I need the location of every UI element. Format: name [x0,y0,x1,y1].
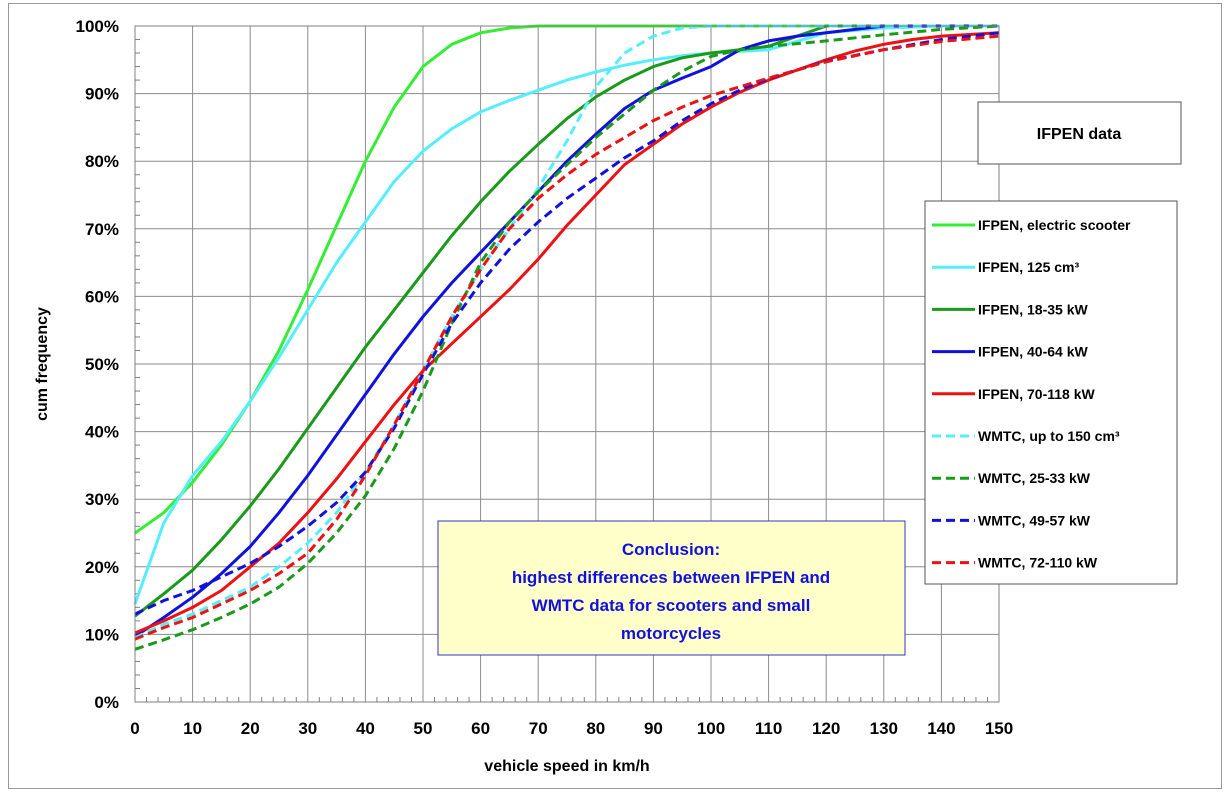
conclusion-line-3: motorcycles [621,624,721,643]
x-tick-label: 20 [241,719,260,738]
x-tick-label: 0 [130,719,139,738]
series-lines [133,24,1000,651]
x-tick-label: 100 [697,719,725,738]
conclusion-line-2: WMTC data for scooters and small [532,596,811,615]
x-tick-label: 60 [471,719,490,738]
y-tick-labels: 0% 10% 20% 30% 40% 50% 60% 70% 80% 90% 100% [76,17,119,712]
y-tick-label: 30% [85,490,119,509]
x-tick-label: 110 [755,719,782,738]
y-tick-label: 60% [85,287,119,306]
legend-label: IFPEN, 40-64 kW [978,344,1088,360]
legend-label: WMTC, up to 150 cm³ [978,428,1120,444]
x-tick-label: 150 [985,719,1013,738]
legend-label: WMTC, 49-57 kW [978,512,1091,528]
x-tick-label: 80 [586,719,605,738]
conclusion-line-1: highest differences between IFPEN and [512,568,830,587]
y-tick-label: 100% [76,17,119,36]
y-tick-label: 0% [94,693,119,712]
x-axis-title: vehicle speed in km/h [484,758,649,775]
series-line-2 [134,24,999,618]
legend-label: IFPEN, 125 cm³ [978,259,1079,275]
y-tick-label: 50% [85,355,119,374]
series-line-1 [133,24,999,605]
y-tick-label: 90% [85,85,119,104]
x-tick-label: 30 [298,719,317,738]
x-tick-label: 130 [870,719,898,738]
y-axis-title: cum frequency [34,307,51,421]
series-line-6 [134,24,1000,651]
y-tick-label: 80% [85,152,119,171]
y-tick-label: 40% [85,423,119,442]
conclusion-title: Conclusion: [622,540,720,559]
x-tick-label: 90 [644,719,663,738]
x-tick-labels: 0 10 20 30 40 50 60 70 80 90 100 110 120 130 140 150 [130,719,1013,738]
legend-label: IFPEN, electric scooter [978,217,1131,233]
x-tick-label: 40 [356,719,375,738]
minor-ticks [135,39,988,702]
series-line-8 [134,34,1000,641]
info-box-text: IFPEN data [1037,126,1122,143]
series-line-4 [134,31,1000,635]
x-tick-label: 70 [529,719,548,738]
legend-label: IFPEN, 18-35 kW [978,301,1088,317]
series-line-0 [134,24,999,535]
x-tick-label: 120 [812,719,840,738]
y-tick-label: 10% [85,625,119,644]
x-tick-label: 50 [414,719,433,738]
conclusion-box: Conclusion: highest differences between … [437,520,906,656]
legend-label: WMTC, 72-110 kW [978,555,1098,571]
y-tick-label: 70% [85,220,119,239]
chart-frame [8,3,1222,789]
legend-label: IFPEN, 70-118 kW [978,386,1096,402]
x-tick-label: 140 [927,719,955,738]
x-tick-label: 10 [183,719,202,738]
y-tick-label: 20% [85,558,119,577]
legend-label: WMTC, 25-33 kW [978,470,1091,486]
info-box: IFPEN data [977,101,1182,165]
legend: IFPEN, electric scooter IFPEN, 125 cm³ IFP… [924,200,1178,585]
